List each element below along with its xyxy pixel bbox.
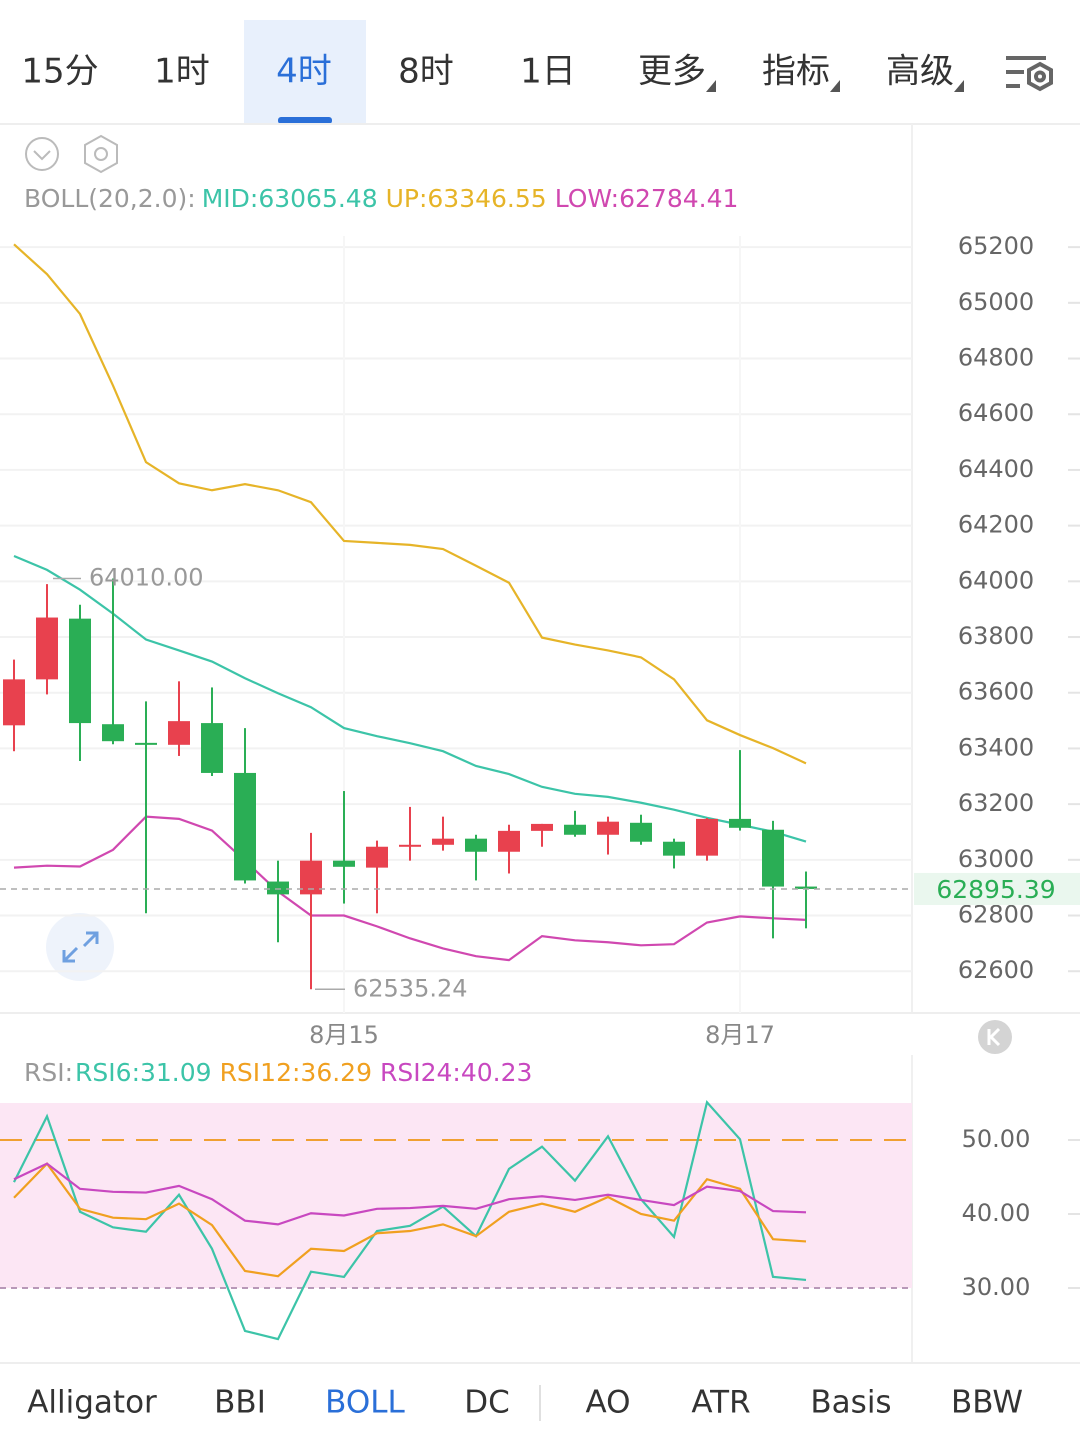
candle-body — [630, 822, 652, 842]
candle-body — [432, 838, 454, 845]
settings-icon[interactable] — [1006, 56, 1053, 92]
y-tick-label: 63800 — [958, 622, 1034, 650]
candle-body — [399, 844, 421, 847]
collapse-button[interactable] — [25, 137, 59, 171]
indicator-legend: RSI:RSI6:31.09 RSI12:36.29 RSI24:40.23 — [24, 1058, 532, 1087]
indicator-tab[interactable]: Alligator — [27, 1385, 157, 1421]
candle-body — [267, 881, 289, 895]
candle-body — [201, 723, 223, 773]
timeframe-tab[interactable]: 1日 — [520, 52, 576, 92]
legend-entry: MID:63065.48 — [202, 184, 378, 213]
indicator-line — [13, 1161, 807, 1278]
legend-entry: LOW:62784.41 — [555, 184, 739, 213]
timeframe-tab[interactable]: 1时 — [154, 52, 210, 92]
candle-body — [168, 721, 190, 745]
legend-prefix: RSI: — [24, 1058, 73, 1087]
indicator-line — [13, 243, 807, 765]
indicator-line — [13, 1162, 807, 1226]
candle-body — [564, 824, 586, 835]
candle-body — [663, 841, 685, 856]
dropdown-arrow — [830, 80, 840, 92]
candle-body — [3, 679, 25, 726]
settings-dot — [94, 147, 108, 161]
timeframe-tab[interactable]: 更多 — [638, 52, 706, 92]
indicator-tab[interactable]: AO — [585, 1385, 630, 1421]
indicator-line — [13, 1099, 807, 1341]
settings-button[interactable] — [84, 134, 118, 174]
candle-body — [531, 823, 553, 831]
candle-body — [696, 818, 718, 856]
candle-body — [762, 829, 784, 887]
back-to-latest-button[interactable] — [978, 1020, 1012, 1054]
x-tick-label: 8月17 — [705, 1021, 775, 1049]
indicator-line — [13, 554, 807, 843]
indicator-tab[interactable]: BBW — [951, 1385, 1023, 1421]
candle-body — [36, 617, 58, 680]
legend-entry: UP:63346.55 — [386, 184, 547, 213]
indicator-tab[interactable]: DC — [464, 1385, 510, 1421]
indicator-tab[interactable]: BOLL — [325, 1385, 405, 1421]
candle-body — [135, 742, 157, 745]
timeframe-tab[interactable]: 8时 — [398, 52, 454, 92]
expand-icon — [62, 931, 99, 963]
last-price-label: 62895.39 — [936, 875, 1055, 904]
indicator-tab[interactable]: Basis — [810, 1385, 891, 1421]
selected-tab-bg — [244, 20, 366, 124]
selected-tab-indicator — [278, 117, 332, 124]
y-tick-label: 30.00 — [962, 1273, 1031, 1301]
legend-entry: RSI6:31.09 — [75, 1058, 212, 1087]
y-tick-label: 40.00 — [962, 1199, 1031, 1227]
y-tick-label: 63600 — [958, 678, 1034, 706]
candle-body — [102, 724, 124, 742]
y-tick-label: 50.00 — [962, 1125, 1031, 1153]
last-price-box — [914, 872, 1080, 905]
legend-entry: RSI24:40.23 — [380, 1058, 532, 1087]
y-tick-label: 63000 — [958, 845, 1034, 873]
low-marker-label: 62535.24 — [353, 974, 468, 1002]
icon-part — [82, 931, 99, 948]
icon-dot — [1034, 70, 1046, 83]
candle-body — [729, 818, 751, 828]
y-tick-label: 64800 — [958, 344, 1034, 372]
y-tick-label: 65200 — [958, 232, 1034, 260]
candle-body — [333, 860, 355, 867]
y-tick-label: 63200 — [958, 789, 1034, 817]
indicator-tab[interactable]: BBI — [214, 1385, 266, 1421]
expand-button[interactable] — [46, 913, 114, 981]
y-tick-label: 64200 — [958, 511, 1034, 539]
high-marker-label: 64010.00 — [89, 564, 204, 592]
rsi-band — [0, 1103, 912, 1288]
back-icon — [988, 1027, 1001, 1047]
y-tick-label: 63400 — [958, 733, 1034, 761]
timeframe-tab[interactable]: 15分 — [21, 52, 98, 92]
icon-part — [62, 946, 79, 963]
candle-body — [69, 618, 91, 724]
candle-body — [234, 772, 256, 881]
y-tick-label: 64400 — [958, 455, 1034, 483]
y-tick-label: 62800 — [958, 901, 1034, 929]
candle-body — [597, 821, 619, 835]
candle-body — [498, 830, 520, 852]
collapse-chevron — [33, 150, 51, 161]
candle-body — [795, 886, 817, 889]
y-tick-label: 62600 — [958, 956, 1034, 984]
legend-prefix: BOLL(20,2.0): — [24, 184, 196, 213]
x-tick-label: 8月15 — [309, 1021, 379, 1049]
dropdown-arrow — [954, 80, 964, 92]
y-tick-label: 64600 — [958, 399, 1034, 427]
indicator-tab[interactable]: ATR — [691, 1385, 750, 1421]
icon-hex — [1027, 61, 1053, 92]
timeframe-tab[interactable]: 高级 — [886, 52, 954, 92]
timeframe-tab[interactable]: 4时 — [276, 52, 332, 92]
candle-body — [366, 846, 388, 868]
candle-body — [465, 838, 487, 852]
y-tick-label: 65000 — [958, 288, 1034, 316]
legend-entry: RSI12:36.29 — [220, 1058, 372, 1087]
dropdown-arrow — [706, 80, 716, 92]
candle-body — [300, 860, 322, 895]
timeframe-tab[interactable]: 指标 — [762, 52, 830, 92]
indicator-legend: BOLL(20,2.0): MID:63065.48 UP:63346.55 LOW:… — [24, 184, 738, 213]
y-tick-label: 64000 — [958, 566, 1034, 594]
